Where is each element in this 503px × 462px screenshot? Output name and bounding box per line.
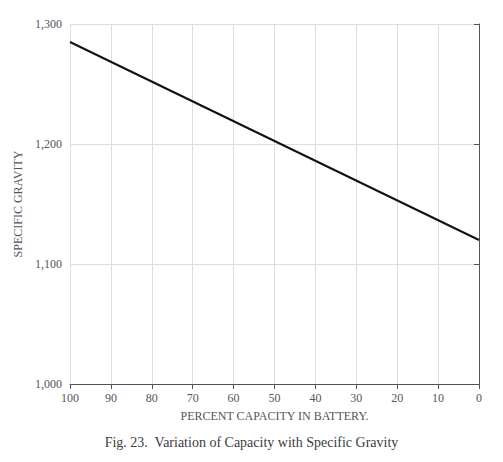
svg-text:PERCENT CAPACITY IN BATTERY.: PERCENT CAPACITY IN BATTERY.	[180, 409, 368, 423]
svg-text:SPECIFIC GRAVITY: SPECIFIC GRAVITY	[11, 150, 25, 257]
svg-text:60: 60	[228, 391, 240, 405]
svg-text:30: 30	[350, 391, 362, 405]
svg-text:0: 0	[476, 391, 482, 405]
svg-text:10: 10	[432, 391, 444, 405]
svg-text:70: 70	[187, 391, 199, 405]
svg-text:100: 100	[61, 391, 79, 405]
svg-text:80: 80	[146, 391, 158, 405]
svg-text:1,300: 1,300	[35, 17, 62, 31]
svg-text:1,000: 1,000	[35, 377, 62, 391]
svg-text:90: 90	[105, 391, 117, 405]
svg-text:1,200: 1,200	[35, 137, 62, 151]
svg-text:50: 50	[269, 391, 281, 405]
svg-text:Fig. 23. Variation of Capacit: Fig. 23. Variation of Capacity with Spec…	[105, 435, 399, 450]
svg-text:40: 40	[309, 391, 321, 405]
svg-text:20: 20	[391, 391, 403, 405]
svg-text:1,100: 1,100	[35, 257, 62, 271]
